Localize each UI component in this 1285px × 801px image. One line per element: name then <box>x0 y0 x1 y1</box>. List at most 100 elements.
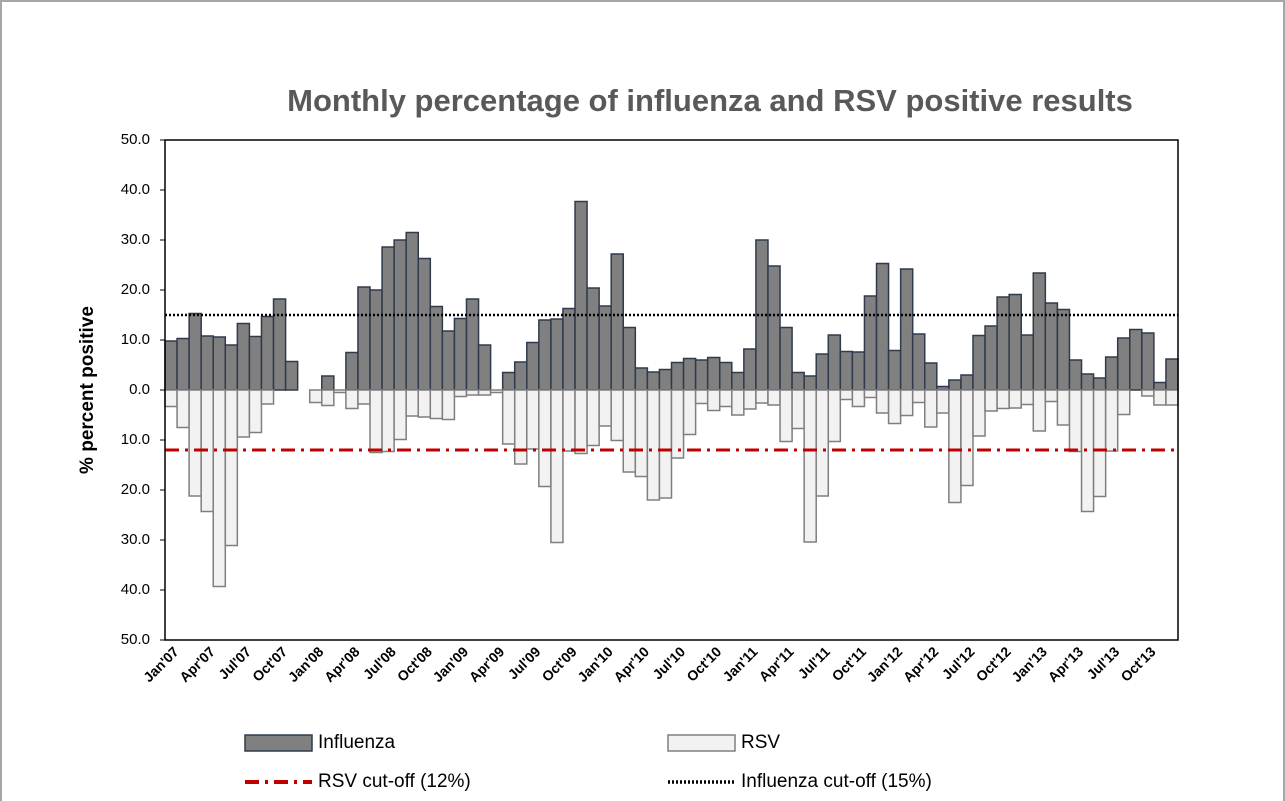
bar <box>1165 389 1179 406</box>
bar <box>694 359 709 391</box>
bar <box>1020 389 1035 406</box>
bar <box>538 319 552 391</box>
bar <box>1104 389 1119 452</box>
bar <box>164 340 178 391</box>
bar <box>815 353 830 391</box>
bar <box>622 326 637 391</box>
bar <box>501 389 516 445</box>
bar <box>1020 334 1035 391</box>
bar <box>706 389 721 412</box>
bar <box>658 389 673 499</box>
bar <box>489 389 504 394</box>
bar <box>755 389 769 404</box>
bar <box>646 371 661 391</box>
bar <box>972 334 986 391</box>
bar <box>236 322 251 391</box>
bar <box>1056 389 1071 426</box>
bar <box>586 389 600 447</box>
bar <box>176 337 190 391</box>
bar <box>996 296 1010 391</box>
bar <box>670 361 685 391</box>
bar <box>441 330 456 391</box>
bar <box>646 389 661 501</box>
bar <box>586 287 600 391</box>
legend-label: Influenza <box>318 732 396 753</box>
bar <box>441 389 456 421</box>
bar <box>743 348 757 391</box>
bar <box>924 362 938 391</box>
bar <box>224 389 239 547</box>
bar <box>405 231 420 391</box>
bar <box>248 335 263 391</box>
bar <box>1116 337 1131 391</box>
bar <box>948 389 962 504</box>
bar <box>405 389 420 417</box>
bar <box>453 389 468 398</box>
bar <box>357 286 371 391</box>
bar <box>731 371 745 391</box>
legend-swatch <box>667 734 736 752</box>
bar <box>477 389 492 396</box>
bar <box>513 389 528 465</box>
bar <box>767 265 781 391</box>
bar <box>224 344 239 391</box>
bar <box>200 335 214 391</box>
bar <box>176 389 190 429</box>
bar <box>1165 358 1179 391</box>
bar <box>622 389 637 473</box>
bar <box>887 349 902 391</box>
bar <box>248 389 263 434</box>
bar <box>272 298 287 391</box>
bar <box>984 325 998 391</box>
bar <box>562 307 576 391</box>
bar <box>911 389 926 404</box>
bar <box>1092 389 1107 498</box>
bar <box>839 389 854 401</box>
y-tick-label: 50.0 <box>121 131 150 148</box>
bar <box>634 389 649 478</box>
bar <box>1141 389 1155 397</box>
bar <box>1044 389 1059 403</box>
legend-swatch <box>244 734 313 752</box>
bar <box>1068 359 1083 391</box>
bar <box>1044 302 1059 391</box>
bar <box>863 295 878 391</box>
bar <box>960 389 974 487</box>
bar <box>815 389 830 497</box>
bar <box>381 246 395 391</box>
bar <box>634 367 649 391</box>
bar <box>694 389 709 405</box>
bar <box>526 341 540 391</box>
bar <box>682 357 697 391</box>
bar <box>610 253 625 391</box>
bar <box>1092 377 1107 391</box>
bar <box>887 389 902 425</box>
bar <box>731 389 745 416</box>
bar <box>779 389 793 443</box>
bar <box>321 389 335 407</box>
bar <box>1116 389 1131 416</box>
bar <box>839 350 854 391</box>
y-tick-label: 10.0 <box>121 431 150 448</box>
bar <box>948 379 962 391</box>
bar <box>658 368 673 391</box>
bar <box>1080 373 1095 391</box>
bar <box>1104 356 1119 391</box>
bar <box>743 389 757 410</box>
bar <box>1032 389 1047 432</box>
bar <box>996 389 1010 410</box>
bar <box>863 389 878 399</box>
bar <box>682 389 697 436</box>
bar <box>417 257 432 391</box>
bar <box>526 389 540 450</box>
bar <box>960 374 974 391</box>
bar <box>236 389 251 438</box>
y-axis-label: % percent positive <box>77 306 98 474</box>
bar <box>1080 389 1095 513</box>
bar <box>1141 332 1155 391</box>
y-tick-label: 40.0 <box>121 581 150 598</box>
bar <box>718 361 733 391</box>
bar <box>718 389 733 408</box>
bar <box>465 298 480 391</box>
